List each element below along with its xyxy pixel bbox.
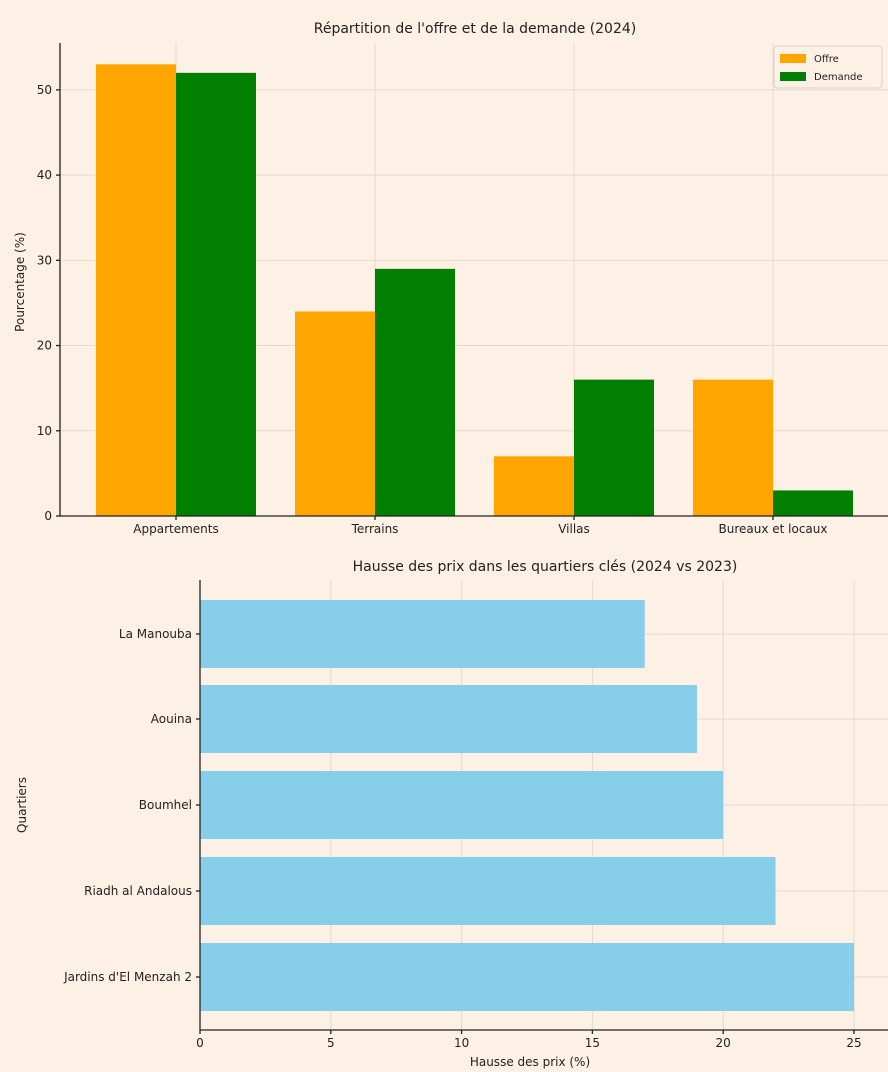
- chart2-x-ticks: 0 5 10 15 20 25: [196, 1030, 862, 1050]
- chart1-y-ticks: 0 10 20 30 40 50: [37, 83, 60, 523]
- chart1-y-tick-label: 20: [37, 339, 52, 353]
- chart2-y-tick-label: Boumhel: [139, 798, 192, 812]
- hbar-2: [200, 771, 724, 839]
- chart2-bars: [200, 600, 854, 1011]
- chart1-x-ticks: Appartements Terrains Villas Bureaux et loc…: [133, 516, 828, 536]
- chart2-x-tick-label: 10: [454, 1036, 469, 1050]
- hbar-3: [200, 857, 776, 925]
- chart2-x-tick-label: 0: [196, 1036, 204, 1050]
- chart2-y-label: Quartiers: [15, 777, 29, 833]
- legend-swatch-demande: [780, 72, 806, 81]
- price-increase-chart: Hausse des prix dans les quartiers clés …: [15, 559, 888, 1069]
- bar-demande-1: [375, 268, 455, 516]
- hbar-1: [200, 685, 698, 753]
- hbar-4: [200, 943, 854, 1011]
- chart1-x-tick-label: Villas: [558, 522, 590, 536]
- bar-demande-3: [773, 490, 853, 516]
- chart1-title: Répartition de l'offre et de la demande …: [314, 21, 637, 37]
- bar-offre-2: [494, 456, 574, 516]
- chart1-y-tick-label: 40: [37, 168, 52, 182]
- chart2-x-tick-label: 5: [327, 1036, 335, 1050]
- bar-offre-3: [693, 379, 773, 516]
- legend-label-offre: Offre: [814, 54, 839, 65]
- bar-offre-0: [96, 64, 176, 516]
- chart1-y-tick-label: 10: [37, 424, 52, 438]
- chart2-y-tick-label: La Manouba: [119, 627, 192, 641]
- chart1-y-tick-label: 30: [37, 253, 52, 267]
- chart1-y-tick-label: 50: [37, 83, 52, 97]
- supply-demand-chart: Répartition de l'offre et de la demande …: [13, 21, 888, 536]
- chart2-x-tick-label: 15: [585, 1036, 600, 1050]
- chart2-y-tick-label: Jardins d'El Menzah 2: [63, 970, 192, 984]
- chart1-x-tick-label: Appartements: [133, 522, 218, 536]
- bar-offre-1: [295, 311, 375, 516]
- legend-swatch-offre: [780, 54, 806, 63]
- chart2-x-label: Hausse des prix (%): [470, 1055, 590, 1069]
- chart1-bars: [96, 64, 853, 516]
- hbar-0: [200, 600, 645, 668]
- chart2-title: Hausse des prix dans les quartiers clés …: [353, 559, 738, 575]
- chart2-y-ticks: La Manouba Aouina Boumhel Riadh al Andalous…: [63, 627, 200, 984]
- chart1-x-tick-label: Bureaux et locaux: [718, 522, 827, 536]
- chart2-x-tick-label: 25: [846, 1036, 861, 1050]
- bar-demande-2: [574, 379, 654, 516]
- chart1-legend: Offre Demande: [773, 45, 883, 89]
- chart2-x-tick-label: 20: [716, 1036, 731, 1050]
- chart1-y-label: Pourcentage (%): [13, 232, 27, 332]
- chart1-x-tick-label: Terrains: [351, 522, 399, 536]
- bar-demande-0: [176, 72, 256, 516]
- chart2-y-tick-label: Riadh al Andalous: [84, 884, 192, 898]
- chart1-y-tick-label: 0: [44, 509, 52, 523]
- chart2-y-tick-label: Aouina: [151, 712, 192, 726]
- legend-label-demande: Demande: [814, 72, 863, 83]
- chart1-axes: [59, 43, 888, 517]
